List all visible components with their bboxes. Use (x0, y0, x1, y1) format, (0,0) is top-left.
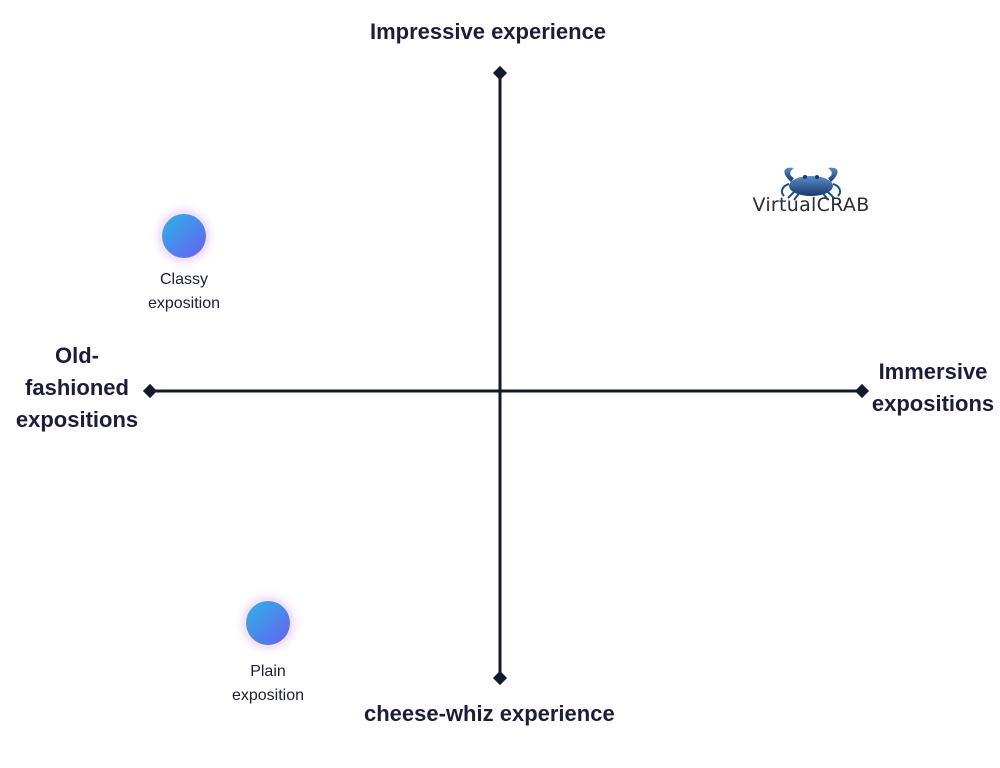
point-label-plain: Plain exposition (193, 660, 343, 708)
axis-label-right: Immersive expositions (866, 356, 1000, 420)
axis-label-left-line: Old- (55, 343, 99, 368)
axis-label-top: Impressive experience (370, 19, 607, 44)
point-plain-exposition (246, 601, 290, 645)
point-label-line: Plain (250, 663, 286, 680)
point-label-classy: Classy exposition (109, 268, 259, 316)
axis-label-left-line: expositions (15, 407, 139, 432)
axis-end-top (492, 65, 508, 81)
axis-end-left (142, 383, 158, 399)
point-label-line: exposition (231, 687, 305, 704)
axis-label-right-line: expositions (871, 391, 995, 416)
axis-label-left-line: fashioned (25, 375, 129, 400)
crab-logo-icon (780, 167, 842, 201)
brand-name: VirtualCRAB (752, 194, 870, 216)
point-label-line: Classy (159, 271, 208, 288)
axis-label-bottom: cheese-whiz experience (364, 701, 615, 726)
axis-end-right (854, 383, 870, 399)
brand-logo: VirtualCRAB (736, 164, 886, 224)
axis-label-right-line: Immersive (878, 359, 988, 384)
axis-label-left: Old- fashioned expositions (8, 340, 146, 436)
axis-end-bottom (492, 670, 508, 686)
point-classy-exposition (162, 214, 206, 258)
point-label-line: exposition (147, 295, 221, 312)
